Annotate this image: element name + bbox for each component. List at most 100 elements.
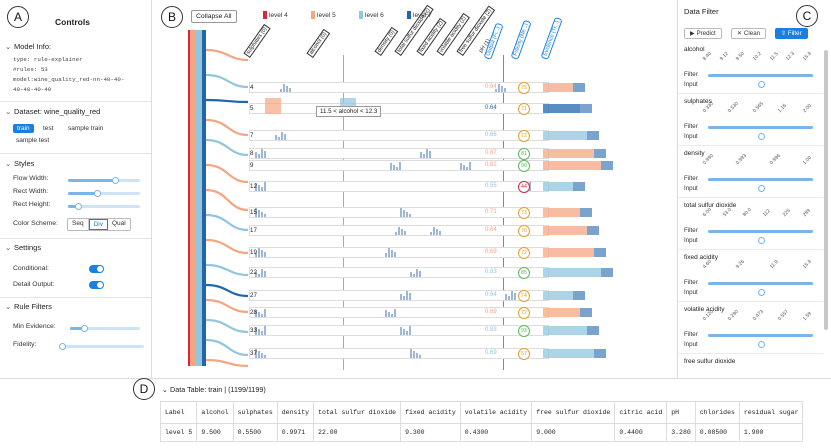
fidelity-column-header[interactable]: Fidelity (Ne...) [510, 19, 532, 60]
column-header[interactable]: citric acid [614, 401, 668, 424]
input-value-handle[interactable] [758, 185, 765, 192]
histogram-bar [403, 296, 405, 300]
scheme-qual[interactable]: Qual [111, 220, 126, 227]
histogram-bar [403, 210, 405, 217]
flow-band-level-4 [188, 30, 190, 366]
slider-handle[interactable] [94, 189, 102, 197]
column-header[interactable]: pH [666, 401, 696, 424]
evidence-bar [594, 349, 606, 358]
evidence-bar [580, 308, 592, 317]
column-header[interactable]: chlorides [694, 401, 740, 424]
rule-fidelity: 85 [518, 267, 530, 279]
collapse-all-button[interactable]: Collapse All [191, 10, 237, 23]
input-value-handle[interactable] [758, 341, 765, 348]
histogram-bar [264, 309, 266, 317]
rule-row[interactable] [249, 307, 549, 318]
dataset-header[interactable]: ⌄ Dataset: wine_quality_red [5, 107, 101, 116]
rule-output: 0.83 [485, 327, 497, 333]
histogram-bar [416, 269, 418, 277]
evidence-bar [543, 208, 580, 217]
histogram-bar [404, 231, 406, 235]
clean-button[interactable]: ✕ Clean [731, 28, 767, 39]
chevron-down-icon: ⌄ [5, 302, 12, 311]
column-header[interactable]: free sulfur dioxide [531, 401, 616, 424]
filter-range-slider[interactable] [708, 74, 813, 77]
rule-number: 5 [250, 105, 254, 112]
rule-row[interactable] [249, 348, 549, 359]
detail-output-toggle[interactable] [89, 281, 104, 289]
settings-header[interactable]: ⌄ Settings [5, 243, 42, 252]
evidence-bar [543, 291, 573, 300]
column-header[interactable]: density [276, 401, 315, 424]
column-header[interactable]: residual sugar [738, 401, 804, 424]
rect-width-label: Rect Width: [13, 188, 49, 195]
rect-width-slider[interactable] [68, 189, 140, 197]
filter-button[interactable]: ⇧ Filter [775, 28, 808, 39]
histogram-bar [399, 162, 401, 170]
scheme-seq[interactable]: Seq [68, 219, 89, 230]
rule-row[interactable] [249, 160, 549, 171]
conditional-toggle[interactable] [89, 265, 104, 273]
rule-filters-header[interactable]: ⌄ Rule Filters [5, 302, 52, 311]
rule-row[interactable] [249, 290, 549, 301]
column-header[interactable]: fixed acidity [400, 401, 461, 424]
slider-handle[interactable] [74, 202, 82, 210]
table-cell: 3.280 [666, 423, 696, 442]
filter-range-slider[interactable] [708, 282, 813, 285]
legend-swatch [311, 11, 315, 19]
feature-alcohol[interactable]: alcohol (0) [306, 29, 331, 58]
column-header[interactable]: sulphates [232, 401, 278, 424]
flow-width-slider[interactable] [68, 176, 140, 184]
histogram-bar [501, 86, 503, 92]
rule-row[interactable] [249, 98, 549, 114]
chevron-down-icon: ⌄ [5, 107, 12, 116]
rule-row[interactable] [249, 130, 549, 141]
histogram-bar [406, 291, 408, 300]
annotation-c: C [796, 5, 818, 27]
input-value-handle[interactable] [758, 81, 765, 88]
column-header[interactable]: alcohol [196, 401, 234, 424]
column-header[interactable]: total sulfur dioxide [313, 401, 402, 424]
model-info-header[interactable]: ⌄ Model Info: [5, 42, 52, 51]
rule-row[interactable] [249, 247, 549, 258]
styles-header[interactable]: ⌄ Styles [5, 159, 35, 168]
rule-row[interactable] [249, 82, 549, 93]
tab-sample-train[interactable]: sample train [68, 125, 104, 132]
evidence-column-header[interactable]: Evidence (Tr...) [540, 16, 563, 60]
slider-handle[interactable] [112, 176, 120, 184]
tab-train[interactable]: train [13, 124, 34, 133]
table-row[interactable]: level 5 9.500 0.5500 0.9971 22.00 9.300 0.4300… [159, 423, 804, 442]
input-value-handle[interactable] [758, 133, 765, 140]
input-label: Input [684, 81, 698, 88]
fidelity-slider[interactable] [59, 342, 144, 350]
rule-row[interactable] [249, 207, 549, 218]
rule-row[interactable] [249, 148, 549, 159]
predict-button[interactable]: ▶ Predict [684, 28, 722, 39]
filter-range-slider[interactable] [708, 230, 813, 233]
histogram-bar [264, 182, 266, 191]
slider-handle[interactable] [59, 342, 67, 350]
rule-row[interactable] [249, 181, 549, 192]
rule-row[interactable] [249, 325, 549, 336]
tab-sample-test[interactable]: sample test [16, 137, 50, 144]
histogram-bar [433, 227, 435, 235]
rule-row[interactable] [249, 267, 549, 278]
data-table-title[interactable]: ⌄ Data Table: train | (1199/1199) [162, 385, 266, 394]
min-evidence-slider[interactable] [70, 324, 140, 332]
rect-height-slider[interactable] [68, 202, 140, 210]
tab-test[interactable]: test [43, 125, 54, 132]
filter-label: Filter [684, 331, 698, 338]
rule-row[interactable] [249, 225, 549, 236]
filter-range-slider[interactable] [708, 334, 813, 337]
column-header[interactable]: volatile acidity [459, 401, 533, 424]
flow-width-label: Flow Width: [13, 175, 49, 182]
input-value-handle[interactable] [758, 237, 765, 244]
slider-handle[interactable] [80, 324, 88, 332]
filter-range-slider[interactable] [708, 126, 813, 129]
input-value-handle[interactable] [758, 289, 765, 296]
column-header[interactable]: Label [159, 401, 198, 424]
filter-tick-label: 1.00 [801, 154, 813, 166]
filter-range-slider[interactable] [708, 178, 813, 181]
filter-scrollbar[interactable] [824, 50, 828, 330]
scheme-div[interactable]: Div [88, 219, 108, 230]
